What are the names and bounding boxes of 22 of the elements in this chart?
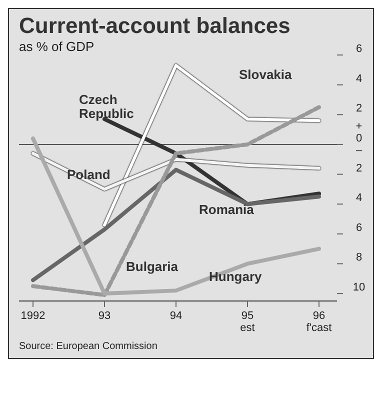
y-tick-label: 4: [356, 192, 362, 204]
source-note: Source: European Commission: [18, 340, 158, 354]
y-tick-label: 8: [356, 252, 362, 264]
y-tick-label: 10: [352, 282, 366, 294]
chart-title: Current-account balances: [19, 13, 290, 39]
x-tick-label: 94: [170, 310, 182, 322]
y-tick-label: 6: [356, 222, 362, 234]
series-label: Bulgaria: [126, 259, 179, 274]
y-tick-label: 2: [356, 162, 362, 174]
series-label: Slovakia: [239, 67, 293, 82]
series-label: Romania: [199, 202, 255, 217]
series-label: Czech Republic: [79, 92, 134, 121]
x-tick-label: 1992: [20, 310, 46, 322]
x-tick-label: 95 est: [240, 310, 255, 334]
series-label: Hungary: [209, 269, 262, 284]
y-tick-label: 6: [356, 43, 362, 55]
chart-subtitle: as % of GDP: [19, 39, 96, 54]
y-tick-label: 4: [356, 72, 362, 85]
x-tick-label: 96 f'cast: [306, 310, 332, 334]
y-tick-label: 2: [356, 102, 362, 115]
y-tick-label: + 0 –: [356, 120, 363, 156]
x-tick-label: 93: [98, 310, 111, 322]
